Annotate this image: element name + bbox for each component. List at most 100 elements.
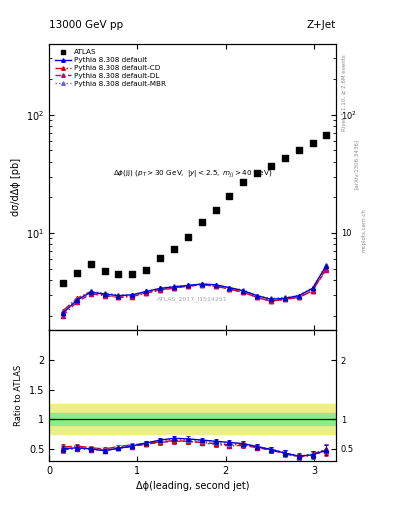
Pythia 8.308 default-DL xyxy=(227,286,232,292)
Bar xyxy=(49,404,336,434)
Line: Pythia 8.308 default-CD: Pythia 8.308 default-CD xyxy=(61,266,329,313)
ATLAS xyxy=(323,131,329,139)
Pythia 8.308 default-DL xyxy=(144,290,149,296)
Pythia 8.308 default-MBR xyxy=(75,296,79,303)
Pythia 8.308 default-MBR xyxy=(199,281,204,287)
ATLAS xyxy=(226,192,233,200)
Line: Pythia 8.308 default-MBR: Pythia 8.308 default-MBR xyxy=(61,263,329,314)
Pythia 8.308 default-MBR xyxy=(255,292,259,298)
Pythia 8.308 default-MBR xyxy=(116,292,121,298)
Pythia 8.308 default xyxy=(130,292,135,298)
Pythia 8.308 default-CD xyxy=(255,294,259,301)
Pythia 8.308 default-CD xyxy=(130,293,135,300)
Pythia 8.308 default-DL xyxy=(61,312,65,318)
Pythia 8.308 default-DL xyxy=(185,283,190,289)
ATLAS xyxy=(296,146,302,155)
ATLAS xyxy=(129,270,136,278)
Pythia 8.308 default-MBR xyxy=(310,285,315,291)
Pythia 8.308 default xyxy=(61,310,65,316)
ATLAS xyxy=(185,233,191,241)
Text: 13000 GeV pp: 13000 GeV pp xyxy=(49,19,123,30)
Text: mcplots.cern.ch: mcplots.cern.ch xyxy=(362,208,367,252)
Pythia 8.308 default-CD xyxy=(61,308,65,314)
Legend: ATLAS, Pythia 8.308 default, Pythia 8.308 default-CD, Pythia 8.308 default-DL, P: ATLAS, Pythia 8.308 default, Pythia 8.30… xyxy=(53,47,168,89)
Pythia 8.308 default-CD xyxy=(172,285,176,291)
Pythia 8.308 default-DL xyxy=(255,294,259,301)
Pythia 8.308 default xyxy=(158,285,162,291)
Pythia 8.308 default-MBR xyxy=(324,262,329,268)
Pythia 8.308 default xyxy=(102,291,107,297)
Pythia 8.308 default-MBR xyxy=(185,282,190,288)
Pythia 8.308 default xyxy=(75,297,79,303)
Pythia 8.308 default-CD xyxy=(213,283,218,289)
Pythia 8.308 default-CD xyxy=(268,298,273,304)
Pythia 8.308 default-CD xyxy=(144,290,149,296)
Pythia 8.308 default-MBR xyxy=(172,283,176,289)
Pythia 8.308 default xyxy=(199,281,204,287)
Pythia 8.308 default xyxy=(185,282,190,288)
Pythia 8.308 default xyxy=(172,284,176,290)
Pythia 8.308 default-MBR xyxy=(213,282,218,288)
Pythia 8.308 default-CD xyxy=(283,296,287,303)
Pythia 8.308 default-CD xyxy=(227,286,232,292)
Pythia 8.308 default-MBR xyxy=(158,285,162,291)
Pythia 8.308 default-MBR xyxy=(130,292,135,298)
ATLAS xyxy=(115,270,121,278)
ATLAS xyxy=(268,162,274,170)
Pythia 8.308 default-MBR xyxy=(296,292,301,298)
Text: [arXiv:1306.3436]: [arXiv:1306.3436] xyxy=(354,139,359,189)
Pythia 8.308 default-DL xyxy=(172,285,176,291)
Pythia 8.308 default-CD xyxy=(75,295,79,302)
Pythia 8.308 default-CD xyxy=(116,294,121,301)
ATLAS xyxy=(198,218,205,226)
Pythia 8.308 default-DL xyxy=(296,294,301,301)
Text: Rivet 3.1.10, ≥ 2.6M events: Rivet 3.1.10, ≥ 2.6M events xyxy=(342,54,347,131)
Pythia 8.308 default xyxy=(268,296,273,303)
ATLAS xyxy=(74,269,80,277)
Pythia 8.308 default-MBR xyxy=(283,294,287,301)
Text: ATLAS_2017_I1514251: ATLAS_2017_I1514251 xyxy=(157,296,228,302)
Pythia 8.308 default xyxy=(88,289,93,295)
Pythia 8.308 default xyxy=(227,285,232,291)
ATLAS xyxy=(157,253,163,262)
Pythia 8.308 default xyxy=(324,263,329,269)
ATLAS xyxy=(171,245,177,253)
ATLAS xyxy=(240,178,246,186)
Pythia 8.308 default xyxy=(241,288,246,294)
Pythia 8.308 default-DL xyxy=(88,291,93,297)
Pythia 8.308 default-DL xyxy=(324,267,329,273)
Pythia 8.308 default-CD xyxy=(241,289,246,295)
Pythia 8.308 default-MBR xyxy=(88,288,93,294)
Pythia 8.308 default-DL xyxy=(283,296,287,303)
Pythia 8.308 default xyxy=(255,292,259,298)
ATLAS xyxy=(309,139,316,147)
Pythia 8.308 default-CD xyxy=(296,294,301,301)
Pythia 8.308 default-CD xyxy=(324,266,329,272)
Line: Pythia 8.308 default: Pythia 8.308 default xyxy=(61,264,329,315)
Text: $\Delta\phi$(jj) $(p_T > 30\ \mathrm{GeV},\ |y| < 2.5,\ m_{jj} > 40\ \mathrm{GeV: $\Delta\phi$(jj) $(p_T > 30\ \mathrm{GeV… xyxy=(113,168,272,180)
Pythia 8.308 default-CD xyxy=(310,288,315,294)
Pythia 8.308 default-DL xyxy=(130,292,135,298)
Pythia 8.308 default-DL xyxy=(213,283,218,289)
ATLAS xyxy=(143,266,149,274)
Pythia 8.308 default-DL xyxy=(102,292,107,298)
ATLAS xyxy=(254,169,260,177)
Y-axis label: Ratio to ATLAS: Ratio to ATLAS xyxy=(14,365,23,426)
Bar xyxy=(49,413,336,425)
Pythia 8.308 default xyxy=(296,292,301,298)
Pythia 8.308 default-MBR xyxy=(268,295,273,302)
Pythia 8.308 default-DL xyxy=(116,294,121,301)
Pythia 8.308 default-DL xyxy=(75,299,79,305)
Line: Pythia 8.308 default-DL: Pythia 8.308 default-DL xyxy=(61,268,329,318)
X-axis label: Δϕ(leading, second jet): Δϕ(leading, second jet) xyxy=(136,481,249,491)
Pythia 8.308 default xyxy=(116,292,121,298)
ATLAS xyxy=(212,206,219,215)
Pythia 8.308 default-MBR xyxy=(227,285,232,291)
Pythia 8.308 default xyxy=(144,288,149,294)
Pythia 8.308 default-DL xyxy=(158,287,162,293)
Pythia 8.308 default-MBR xyxy=(102,290,107,296)
Pythia 8.308 default-CD xyxy=(199,282,204,288)
Text: Z+Jet: Z+Jet xyxy=(307,19,336,30)
Pythia 8.308 default-DL xyxy=(268,298,273,304)
Pythia 8.308 default-MBR xyxy=(144,288,149,294)
